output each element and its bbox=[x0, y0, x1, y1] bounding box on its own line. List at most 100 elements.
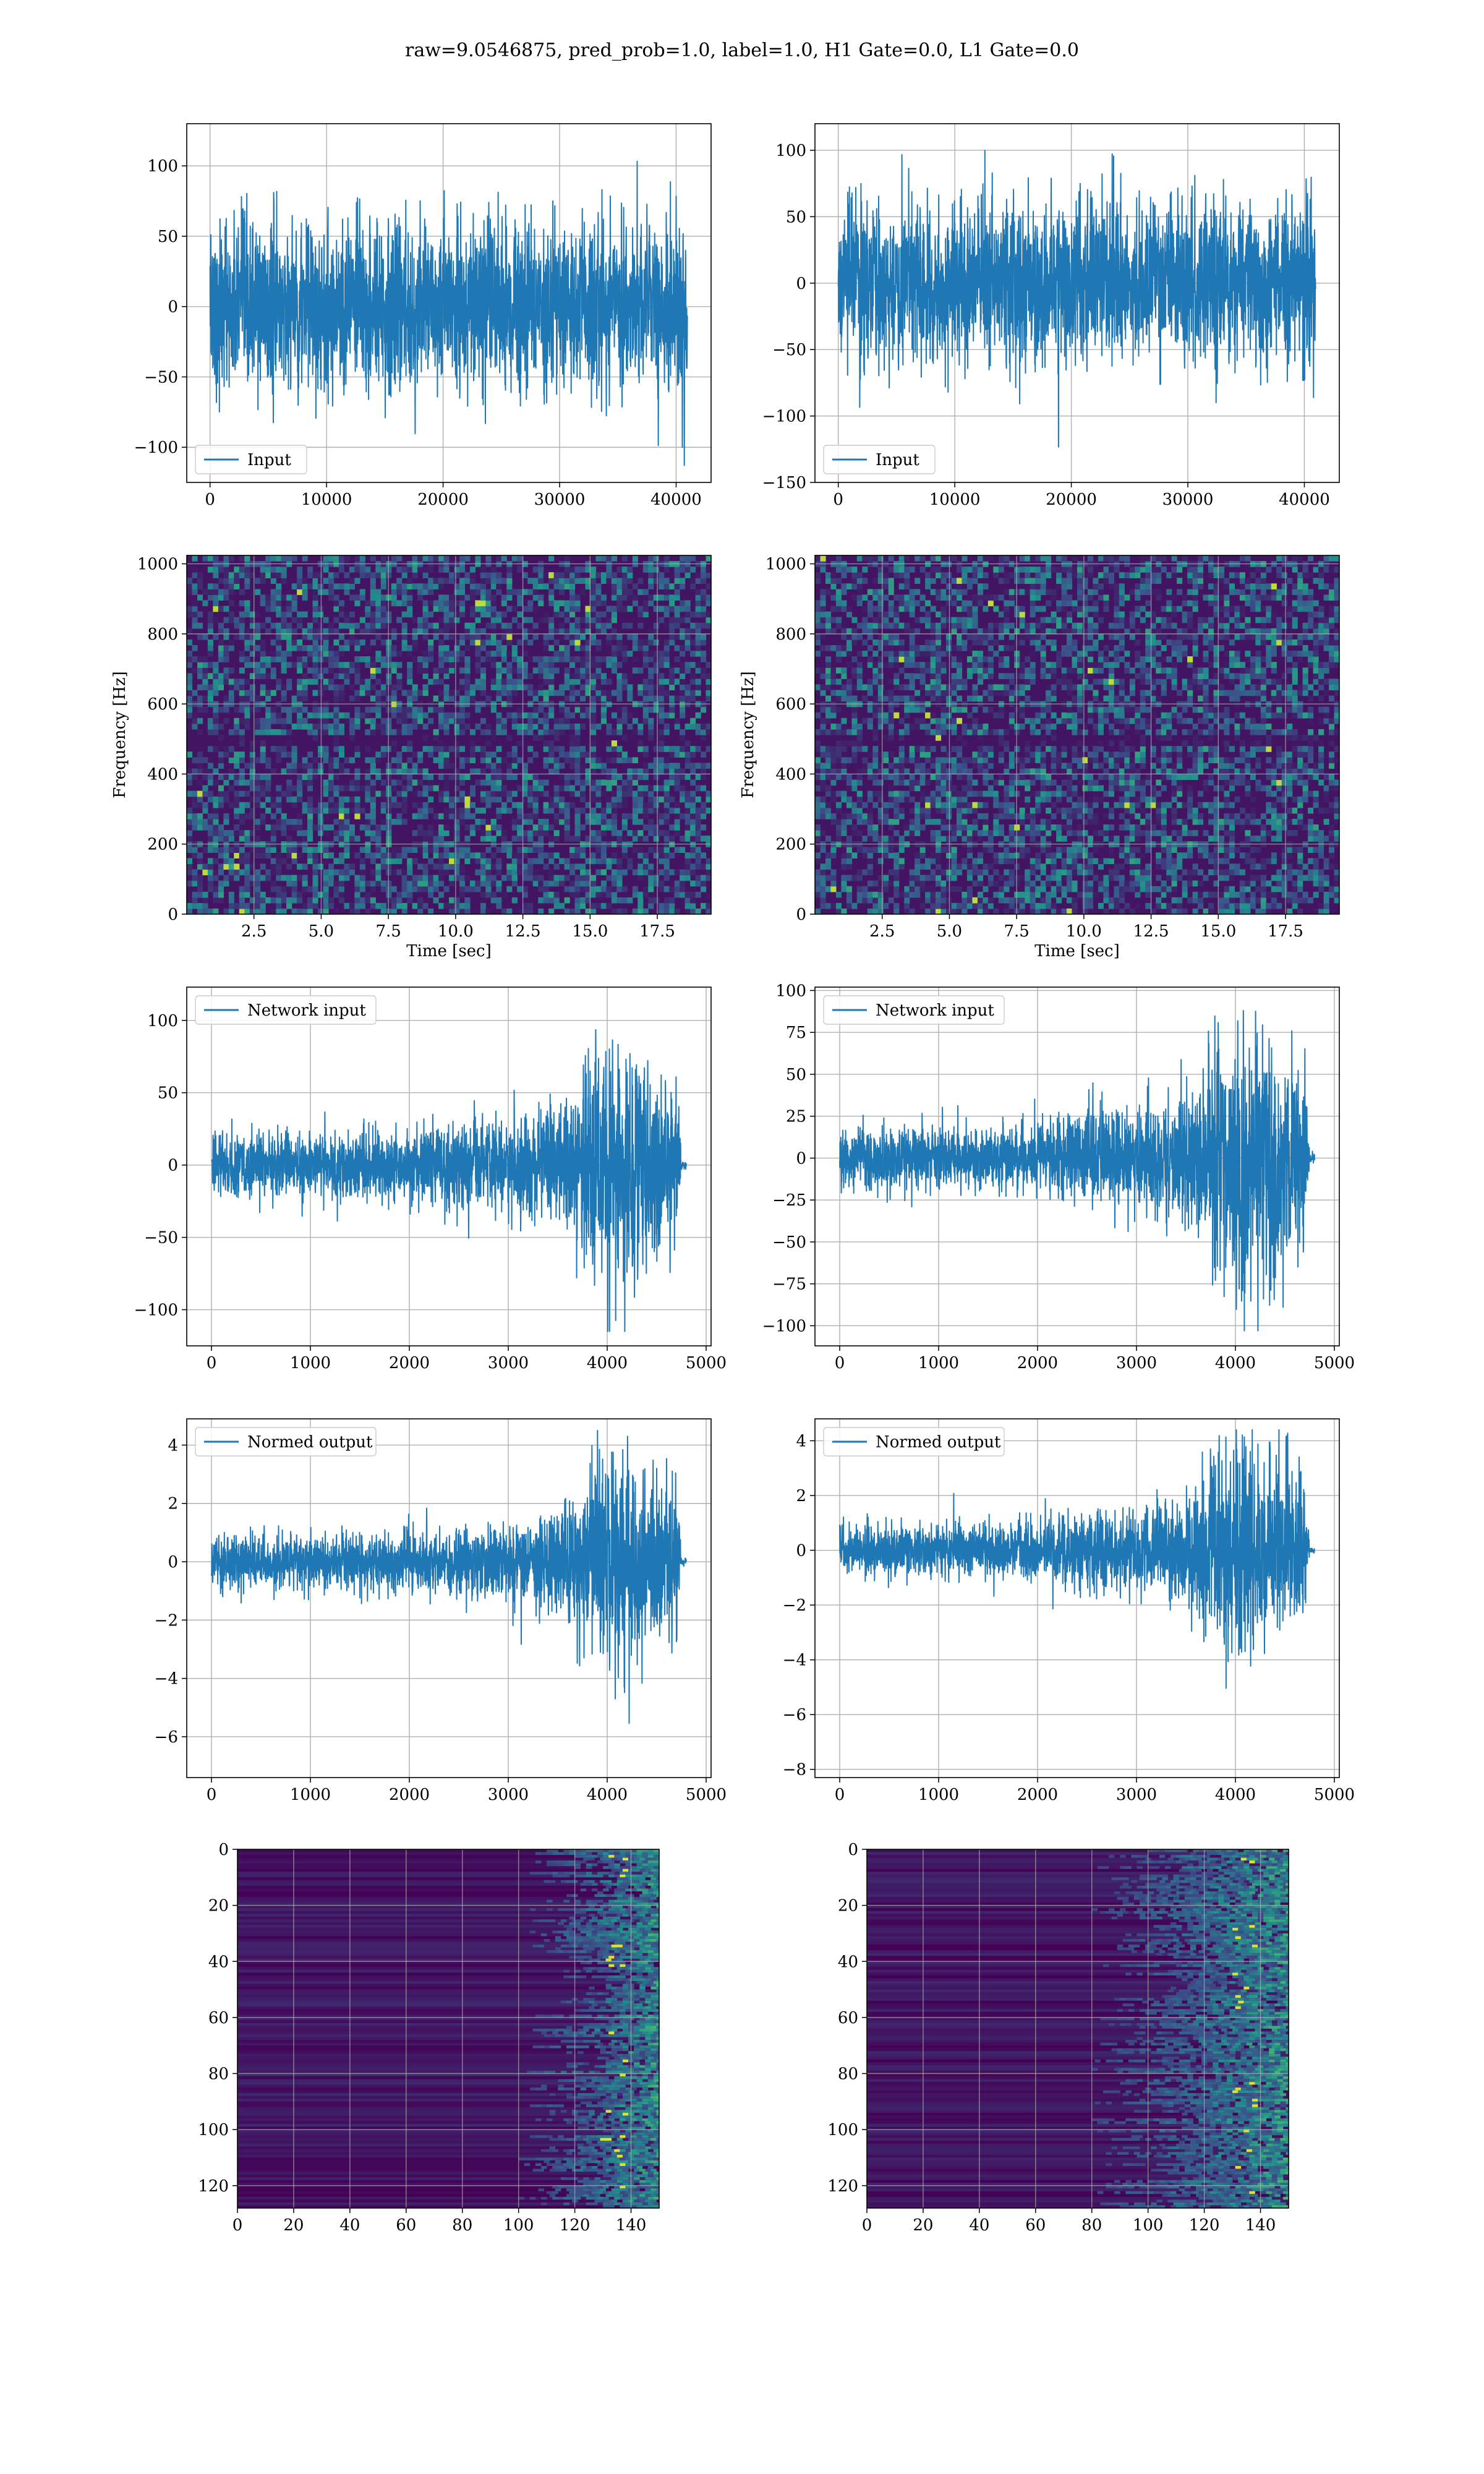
spectrogram-h1-cell bbox=[318, 656, 324, 662]
spectrogram-h1-cell bbox=[391, 684, 397, 691]
spectrogram-h1-cell bbox=[485, 639, 492, 646]
spectrogram-h1-cell bbox=[559, 645, 565, 651]
spectrogram-h1-cell bbox=[370, 852, 376, 858]
spectrogram-h1-cell bbox=[690, 583, 696, 589]
spectrogram-l1-cell bbox=[940, 645, 947, 651]
spectrogram-h1-cell bbox=[197, 875, 203, 881]
spectrogram-h1-cell bbox=[218, 651, 224, 657]
spectrogram-h1-cell bbox=[459, 639, 466, 646]
spectrogram-h1-cell bbox=[270, 712, 276, 719]
spectrogram-h1-cell bbox=[249, 695, 255, 702]
spectrogram-h1-cell bbox=[595, 617, 602, 623]
spectrogram-h1-cell bbox=[606, 662, 612, 668]
spectrogram-h1-cell bbox=[260, 902, 266, 909]
input-h1-x-tick-label: 0 bbox=[205, 490, 215, 509]
spectrogram-h1-cell bbox=[380, 690, 386, 696]
spectrogram-h1-cell bbox=[438, 763, 445, 769]
spectrogram-h1-cell bbox=[653, 824, 659, 831]
spectrogram-h1-cell bbox=[449, 875, 455, 881]
spectrogram-l1-cell bbox=[940, 818, 947, 825]
spectrogram-h1-cell bbox=[553, 729, 560, 735]
spectrogram-h1-cell bbox=[270, 847, 276, 853]
spectrogram-l1-cell bbox=[877, 645, 884, 651]
spectrogram-h1-cell bbox=[517, 712, 523, 719]
spectrogram-h1-cell bbox=[417, 902, 424, 909]
spectrogram-h1-cell bbox=[380, 594, 386, 601]
spectrogram-l1-cell bbox=[862, 847, 868, 853]
spectrogram-l1-cell bbox=[820, 802, 826, 808]
spectrogram-h1-cell bbox=[701, 673, 707, 679]
spectrogram-h1-cell bbox=[511, 751, 518, 758]
spectrogram-h1-cell bbox=[223, 617, 229, 623]
spectrogram-h1-cell bbox=[234, 763, 240, 769]
spectrogram-h1-cell bbox=[600, 779, 607, 786]
spectrogram-h1-cell bbox=[490, 583, 497, 589]
spectrogram-h1-cell bbox=[532, 774, 539, 781]
spectrogram-l1-cell bbox=[951, 729, 957, 735]
spectrogram-l1-cell bbox=[841, 813, 847, 820]
spectrogram-h1-cell bbox=[197, 662, 203, 668]
spectrogram-h1-cell bbox=[323, 651, 329, 657]
spectrogram-l1-cell bbox=[846, 813, 852, 820]
spectrogram-l1-cell bbox=[936, 902, 942, 909]
spectrogram-h1-cell bbox=[569, 863, 576, 870]
spectrogram-h1-cell bbox=[642, 662, 649, 668]
spectrogram-h1-cell bbox=[591, 852, 597, 858]
spectrogram-h1-cell bbox=[627, 858, 633, 865]
spectrogram-h1-cell bbox=[375, 617, 382, 623]
spectrogram-l1-cell bbox=[893, 768, 900, 775]
spectrogram-h1-cell bbox=[469, 824, 475, 831]
spectrogram-l1-cell bbox=[940, 706, 947, 713]
spectrogram-h1-cell bbox=[365, 729, 371, 735]
spectrogram-h1-cell bbox=[553, 897, 560, 904]
spectrogram-h1-cell bbox=[600, 578, 607, 584]
spectrogram-h1-cell bbox=[600, 813, 607, 820]
spectrogram-h1-cell bbox=[580, 751, 586, 758]
spectrogram-h1-cell bbox=[574, 594, 581, 601]
spectrogram-h1-cell bbox=[281, 813, 287, 820]
spectrogram-h1-cell bbox=[490, 611, 497, 618]
spectrogram-h1-cell bbox=[674, 572, 680, 578]
spectrogram-l1-cell bbox=[872, 891, 879, 898]
spectrogram-h1-cell bbox=[438, 746, 445, 752]
spectrogram-h1-cell bbox=[642, 824, 649, 831]
spectrogram-l1-cell bbox=[815, 802, 821, 808]
spectrogram-h1-cell bbox=[548, 555, 555, 562]
spectrogram-h1-cell bbox=[469, 768, 475, 775]
spectrogram-h1-cell bbox=[428, 774, 434, 781]
spectrogram-h1-cell bbox=[323, 617, 329, 623]
spectrogram-h1-cell bbox=[192, 572, 198, 578]
spectrogram-h1-cell bbox=[422, 656, 429, 662]
spectrogram-h1-cell bbox=[365, 645, 371, 651]
spectrogram-l1-cell bbox=[957, 757, 963, 763]
spectrogram-h1-cell bbox=[511, 656, 518, 662]
spectrogram-l1-cell bbox=[835, 807, 842, 814]
spectrogram-h1-cell bbox=[412, 628, 418, 635]
spectrogram-l1-cell bbox=[841, 583, 847, 589]
spectrogram-h1-cell bbox=[538, 824, 544, 831]
spectrogram-h1-cell bbox=[391, 757, 397, 763]
spectrogram-h1-cell bbox=[396, 751, 403, 758]
spectrogram-h1-cell bbox=[422, 813, 429, 820]
spectrogram-h1-cell bbox=[438, 667, 445, 674]
spectrogram-h1-cell bbox=[611, 628, 617, 635]
spectrogram-h1-cell bbox=[701, 651, 707, 657]
spectrogram-h1-cell bbox=[485, 796, 492, 803]
spectrogram-l1-cell bbox=[825, 790, 832, 797]
spectrogram-h1-cell bbox=[349, 779, 355, 786]
spectrogram-h1-cell bbox=[585, 836, 591, 842]
spectrogram-h1-cell bbox=[674, 869, 680, 876]
spectrogram-h1-cell bbox=[616, 863, 623, 870]
spectrogram-l1-cell bbox=[919, 790, 926, 797]
spectrogram-h1-cell bbox=[244, 611, 250, 618]
spectrogram-h1-cell bbox=[627, 790, 633, 797]
spectrogram-l1-cell bbox=[936, 908, 942, 914]
spectrogram-l1-cell bbox=[815, 617, 821, 623]
spectrogram-h1-cell bbox=[496, 779, 502, 786]
spectrogram-h1-cell bbox=[580, 567, 586, 573]
spectrogram-h1-cell bbox=[433, 836, 439, 842]
spectrogram-l1-cell bbox=[872, 578, 879, 584]
spectrogram-l1-cell bbox=[856, 572, 863, 578]
spectrogram-h1-cell bbox=[202, 589, 208, 596]
spectrogram-h1-cell bbox=[449, 633, 455, 640]
